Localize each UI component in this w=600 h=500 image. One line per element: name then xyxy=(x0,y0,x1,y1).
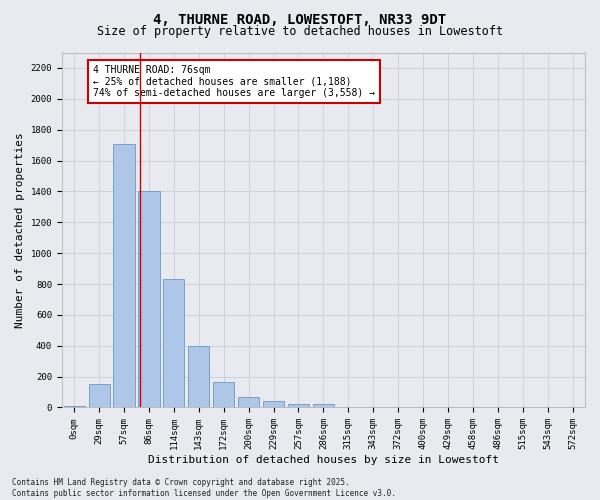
Text: 4 THURNE ROAD: 76sqm
← 25% of detached houses are smaller (1,188)
74% of semi-de: 4 THURNE ROAD: 76sqm ← 25% of detached h… xyxy=(93,65,375,98)
Bar xyxy=(113,144,134,408)
Bar xyxy=(163,278,184,407)
Bar xyxy=(213,382,235,407)
Bar xyxy=(313,404,334,407)
Text: 4, THURNE ROAD, LOWESTOFT, NR33 9DT: 4, THURNE ROAD, LOWESTOFT, NR33 9DT xyxy=(154,12,446,26)
X-axis label: Distribution of detached houses by size in Lowestoft: Distribution of detached houses by size … xyxy=(148,455,499,465)
Text: Size of property relative to detached houses in Lowestoft: Size of property relative to detached ho… xyxy=(97,25,503,38)
Bar xyxy=(238,398,259,407)
Bar xyxy=(188,346,209,408)
Bar xyxy=(263,402,284,407)
Y-axis label: Number of detached properties: Number of detached properties xyxy=(15,132,25,328)
Bar xyxy=(139,192,160,408)
Bar xyxy=(89,384,110,407)
Bar xyxy=(288,404,309,407)
Text: Contains HM Land Registry data © Crown copyright and database right 2025.
Contai: Contains HM Land Registry data © Crown c… xyxy=(12,478,396,498)
Bar xyxy=(64,406,85,407)
